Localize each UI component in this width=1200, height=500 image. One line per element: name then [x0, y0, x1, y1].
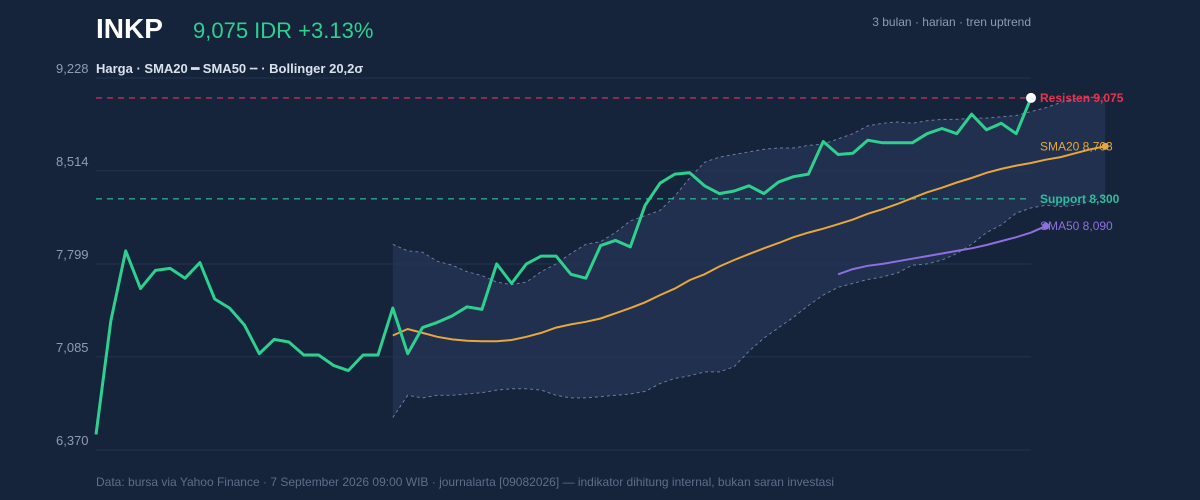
price-change: 9,075 IDR +3.13% — [193, 18, 373, 43]
y-tick-label: 7,799 — [56, 247, 89, 262]
price-line — [94, 97, 1033, 435]
price-end-dot — [1026, 92, 1036, 103]
chart-meta: 3 bulan · harian · tren uptrend — [872, 15, 1031, 29]
y-tick-label: 9,228 — [56, 61, 89, 76]
end-labels: Resisten 9,075 Support 8,300 SMA20 8,703 SM… — [1026, 91, 1124, 233]
y-tick-label: 8,514 — [56, 154, 89, 169]
ticker-symbol: INKP — [96, 13, 163, 44]
sma50-end-dot — [1042, 222, 1050, 230]
level-lines — [96, 97, 1031, 200]
sma50-line — [837, 225, 1047, 276]
y-tick-label: 7,085 — [56, 340, 89, 355]
footer-source: Data: bursa via Yahoo Finance · 7 Septem… — [96, 475, 834, 489]
sma20-label: SMA20 8,703 — [1040, 139, 1113, 153]
series-lines — [94, 97, 1106, 435]
bollinger-fill — [392, 97, 1106, 418]
sma20-end-dot — [1101, 142, 1109, 150]
chart-legend: Harga · SMA20 ━ SMA50 ╌ · Bollinger 20,2… — [96, 61, 363, 76]
y-tick-label: 6,370 — [56, 433, 89, 448]
sma20-line — [392, 145, 1106, 343]
support-label: Support 8,300 — [1040, 192, 1120, 206]
sma50-label: SMA50 8,090 — [1040, 219, 1113, 233]
grid-layer: 9,228 8,514 7,799 7,085 6,370 — [56, 61, 1031, 451]
resistance-label: Resisten 9,075 — [1040, 91, 1124, 105]
